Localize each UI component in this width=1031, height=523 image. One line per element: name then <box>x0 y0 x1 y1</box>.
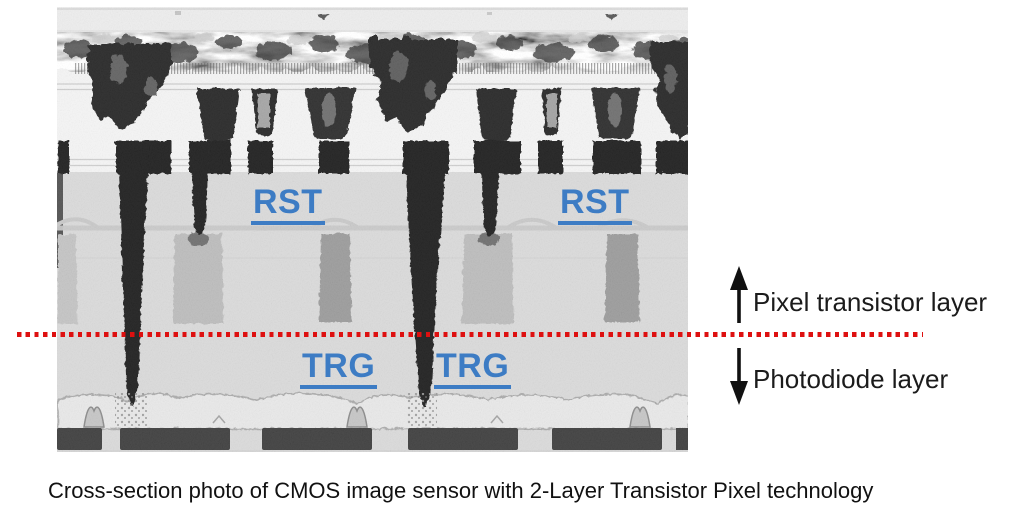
photodiode-layer-label: Photodiode layer <box>753 364 949 394</box>
up-arrow-icon <box>730 266 748 323</box>
pixel-transistor-layer-label: Pixel transistor layer <box>753 287 988 317</box>
rst-label-1: RST <box>251 185 325 225</box>
sem-cross-section-photo <box>57 7 688 452</box>
rst-label-2: RST <box>558 185 632 225</box>
layer-direction-arrows <box>730 266 748 405</box>
photo-grain <box>57 7 688 452</box>
trg-label-1: TRG <box>300 349 378 389</box>
down-arrow-icon <box>730 348 748 405</box>
layer-boundary-dotted-line <box>17 332 923 337</box>
trg-label-2: TRG <box>434 349 512 389</box>
sem-photo-graphic <box>57 7 688 452</box>
figure-caption: Cross-section photo of CMOS image sensor… <box>48 478 874 503</box>
